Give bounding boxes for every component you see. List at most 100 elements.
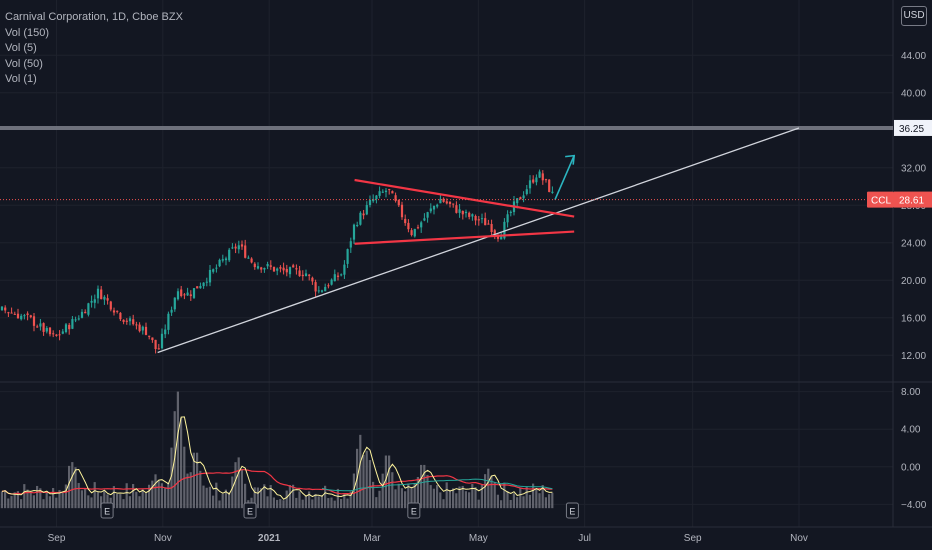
candle-body [532,179,535,183]
candle-body [106,298,109,301]
lower-wedge-trendline [354,230,575,245]
volume-bar [96,492,99,509]
volume-bar [336,488,339,509]
indicator-vol-1[interactable]: Vol (1) [5,73,37,85]
volume-bar [7,498,10,509]
candle-body [292,265,295,268]
candle-body [282,267,285,271]
indicator-vol-150[interactable]: Vol (150) [5,26,50,39]
volume-bar [157,480,160,509]
candle-body [340,274,343,276]
symbol-title[interactable]: Carnival Corporation, 1D, Cboe BZX [5,11,183,23]
candle-body [301,274,304,277]
volume-bar [176,391,179,509]
candle-body [212,269,215,272]
volume-bar [26,489,29,509]
legend: Carnival Corporation, 1D, Cboe BZX Vol (… [5,10,183,88]
time-tick-label: 2021 [258,533,281,544]
candle-body [458,209,461,213]
candle-body [48,327,52,335]
volume-bar [125,483,128,509]
candle-body [468,212,471,217]
volume-bar [496,494,499,509]
candle-body [397,199,400,206]
candle-body [391,191,394,194]
candle-body [525,189,528,195]
candle-body [132,319,135,325]
volume-bar [522,496,525,509]
volume-bar [298,491,301,509]
candle-body [112,310,116,313]
candle-body [234,246,237,249]
candle-body [122,319,125,322]
volume-bar [474,487,477,509]
price-tick-label: 16.00 [901,313,926,324]
candle-body [477,219,480,221]
volume-bar [548,494,551,509]
candle-body [362,213,365,216]
volume-bar [484,474,487,509]
candle-body [445,201,448,204]
candle-body [32,316,36,326]
volume-bar [154,474,157,509]
candle-body [74,319,77,321]
candle-body [36,326,39,328]
currency-badge[interactable]: USD [901,6,927,26]
candle-body [71,319,74,329]
last-price-value: 28.61 [899,196,924,207]
volume-bar [215,482,218,509]
candle-body [506,214,509,223]
volume-bar [426,474,429,509]
candle-body [266,264,269,267]
volume-bar [288,485,291,509]
candle-body [135,324,138,326]
candle-body [16,313,20,319]
volume-bar [148,484,151,509]
volume-bar [116,494,119,509]
volume-bar [138,496,141,509]
candle-body [538,171,541,178]
candle-body [471,214,474,217]
volume-bar [244,483,247,509]
candle-body [413,228,416,237]
volume-bar [413,483,416,509]
candle-body [317,290,320,292]
volume-bar [39,488,42,509]
candle-body [42,323,45,332]
volume-bar [224,489,227,509]
indicator-vol-50[interactable]: Vol (50) [5,57,43,70]
volume-bar [378,490,381,509]
candle-body [365,205,368,215]
price-tick-label: 24.00 [901,238,926,249]
volume-bar [391,472,394,509]
volume-bar [141,489,144,509]
candle-body [384,190,388,193]
level-badge [894,119,932,136]
volume-bar [429,485,432,509]
candle-body [237,245,240,250]
candle-body [304,273,308,277]
volume-bar [388,455,391,509]
candle-body [205,281,208,283]
candle-body [436,204,439,207]
earnings-badge [407,502,421,519]
candle-body [160,333,164,349]
volume-bar [128,496,131,509]
indicator-vol-5[interactable]: Vol (5) [5,42,37,54]
volume-bar [132,484,135,509]
candle-body [352,224,356,240]
candle-body [228,249,231,261]
candle-body [55,334,58,336]
candle-body [455,205,458,213]
volume-tick-label: 0.00 [901,462,921,473]
volume-bar [71,462,74,509]
candle-body [314,282,317,292]
volume-tick-label: 4.00 [901,425,921,436]
candle-body [26,313,29,315]
time-tick-label: Mar [363,533,381,544]
volume-bar [538,493,541,509]
candle-body [528,180,532,189]
candle-body [84,311,87,314]
